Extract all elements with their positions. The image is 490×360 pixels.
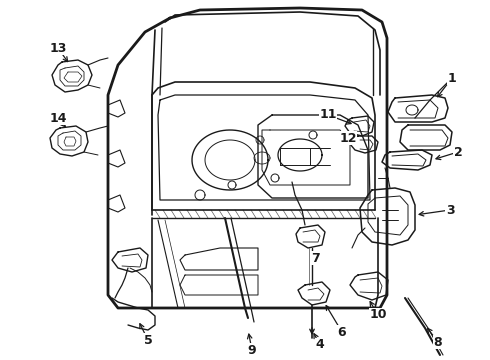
Text: 3: 3 — [446, 203, 454, 216]
Text: 2: 2 — [454, 145, 463, 158]
Text: 12: 12 — [339, 131, 357, 144]
Text: 11: 11 — [319, 108, 337, 122]
Text: 6: 6 — [338, 325, 346, 338]
Text: 10: 10 — [369, 309, 387, 321]
Text: 9: 9 — [247, 343, 256, 356]
Text: 14: 14 — [49, 112, 67, 125]
Text: 7: 7 — [311, 252, 319, 265]
Text: 13: 13 — [49, 41, 67, 54]
Text: 4: 4 — [316, 338, 324, 351]
Text: 1: 1 — [448, 72, 456, 85]
Text: 5: 5 — [144, 333, 152, 346]
Text: 8: 8 — [434, 336, 442, 348]
